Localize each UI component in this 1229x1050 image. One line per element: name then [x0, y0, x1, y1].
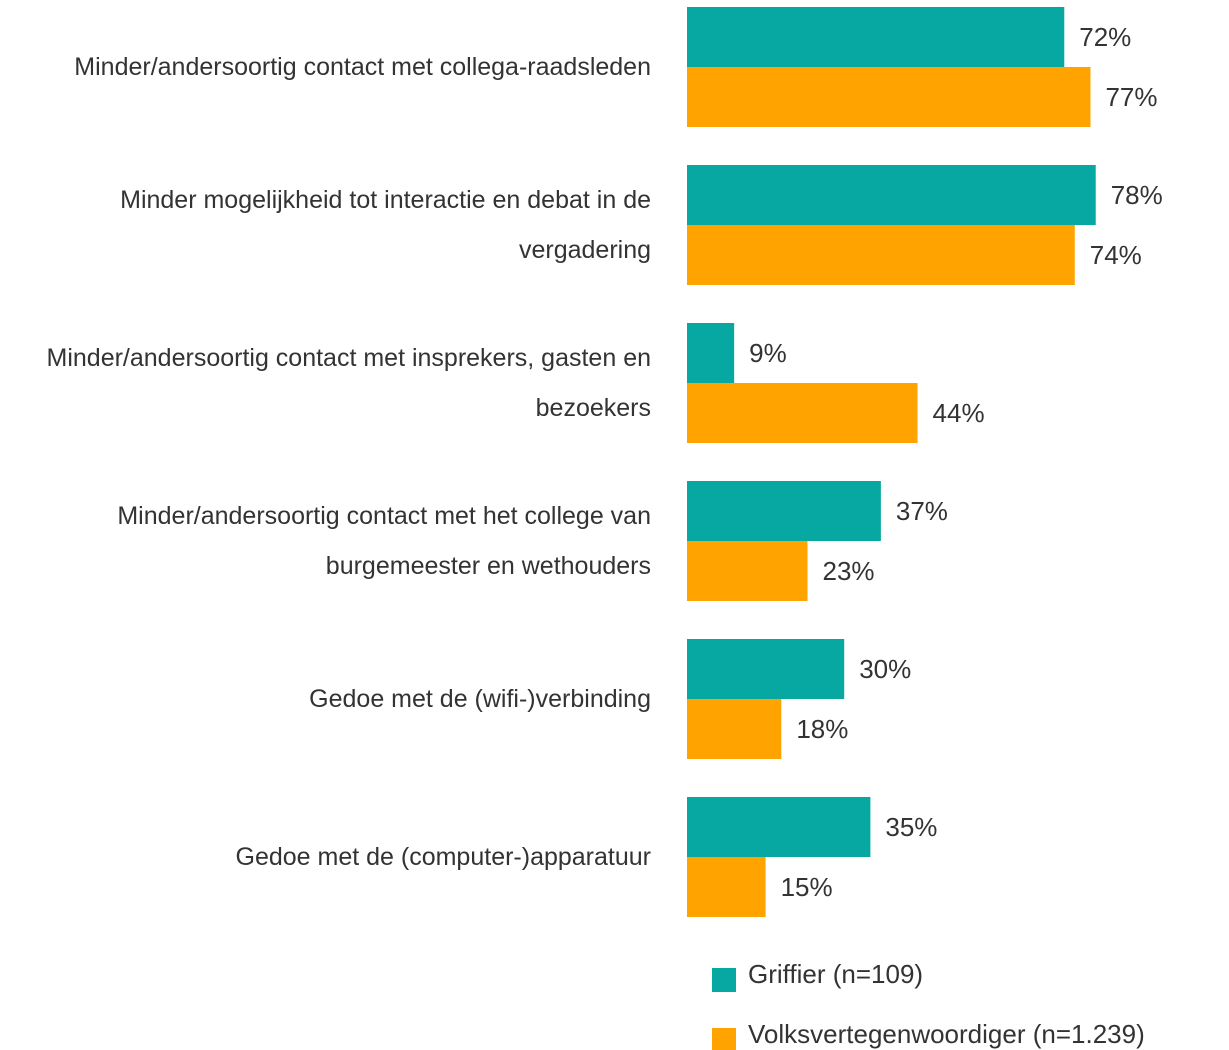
bar: [687, 639, 845, 699]
category-label-box: Gedoe met de (wifi-)verbinding: [0, 639, 651, 759]
bar: [687, 699, 782, 759]
bar: [687, 323, 735, 383]
value-label: 30%: [859, 654, 911, 684]
value-label: 77%: [1105, 82, 1157, 112]
category-label-box: Minder mogelijkheid tot interactie en de…: [0, 165, 651, 285]
value-label: 37%: [896, 496, 948, 526]
value-label: 18%: [796, 714, 848, 744]
category-label: Gedoe met de (wifi-)verbinding: [309, 685, 651, 713]
category-label-box: Minder/andersoortig contact met het coll…: [0, 481, 651, 601]
value-label: 78%: [1111, 180, 1163, 210]
value-label: 15%: [781, 872, 833, 902]
bar: [687, 7, 1065, 67]
legend-swatch: [712, 1028, 736, 1050]
category-label: Minder mogelijkheid tot interactie en de…: [120, 186, 651, 264]
category-label-box: Minder/andersoortig contact met collega-…: [0, 7, 651, 127]
category-label: Minder/andersoortig contact met inspreke…: [46, 344, 651, 422]
value-label: 23%: [823, 556, 875, 586]
bar: [687, 165, 1096, 225]
bar: [687, 67, 1091, 127]
bar: [687, 797, 871, 857]
value-label: 9%: [749, 338, 787, 368]
legend-label: Volksvertegenwoordiger (n=1.239): [748, 1019, 1145, 1049]
bar: [687, 541, 808, 601]
bar: [687, 383, 918, 443]
category-label: Minder/andersoortig contact met collega-…: [74, 53, 651, 81]
value-label: 72%: [1079, 22, 1131, 52]
legend-label: Griffier (n=109): [748, 959, 923, 989]
category-label: Minder/andersoortig contact met het coll…: [117, 502, 651, 580]
category-label-box: Gedoe met de (computer-)apparatuur: [0, 797, 652, 917]
category-label: Gedoe met de (computer-)apparatuur: [235, 843, 652, 871]
category-label-box: Minder/andersoortig contact met inspreke…: [0, 323, 651, 443]
bar: [687, 225, 1075, 285]
legend-swatch: [712, 968, 736, 992]
bar: [687, 857, 766, 917]
value-label: 74%: [1090, 240, 1142, 270]
value-label: 35%: [885, 812, 937, 842]
bar: [687, 481, 881, 541]
value-label: 44%: [933, 398, 985, 428]
